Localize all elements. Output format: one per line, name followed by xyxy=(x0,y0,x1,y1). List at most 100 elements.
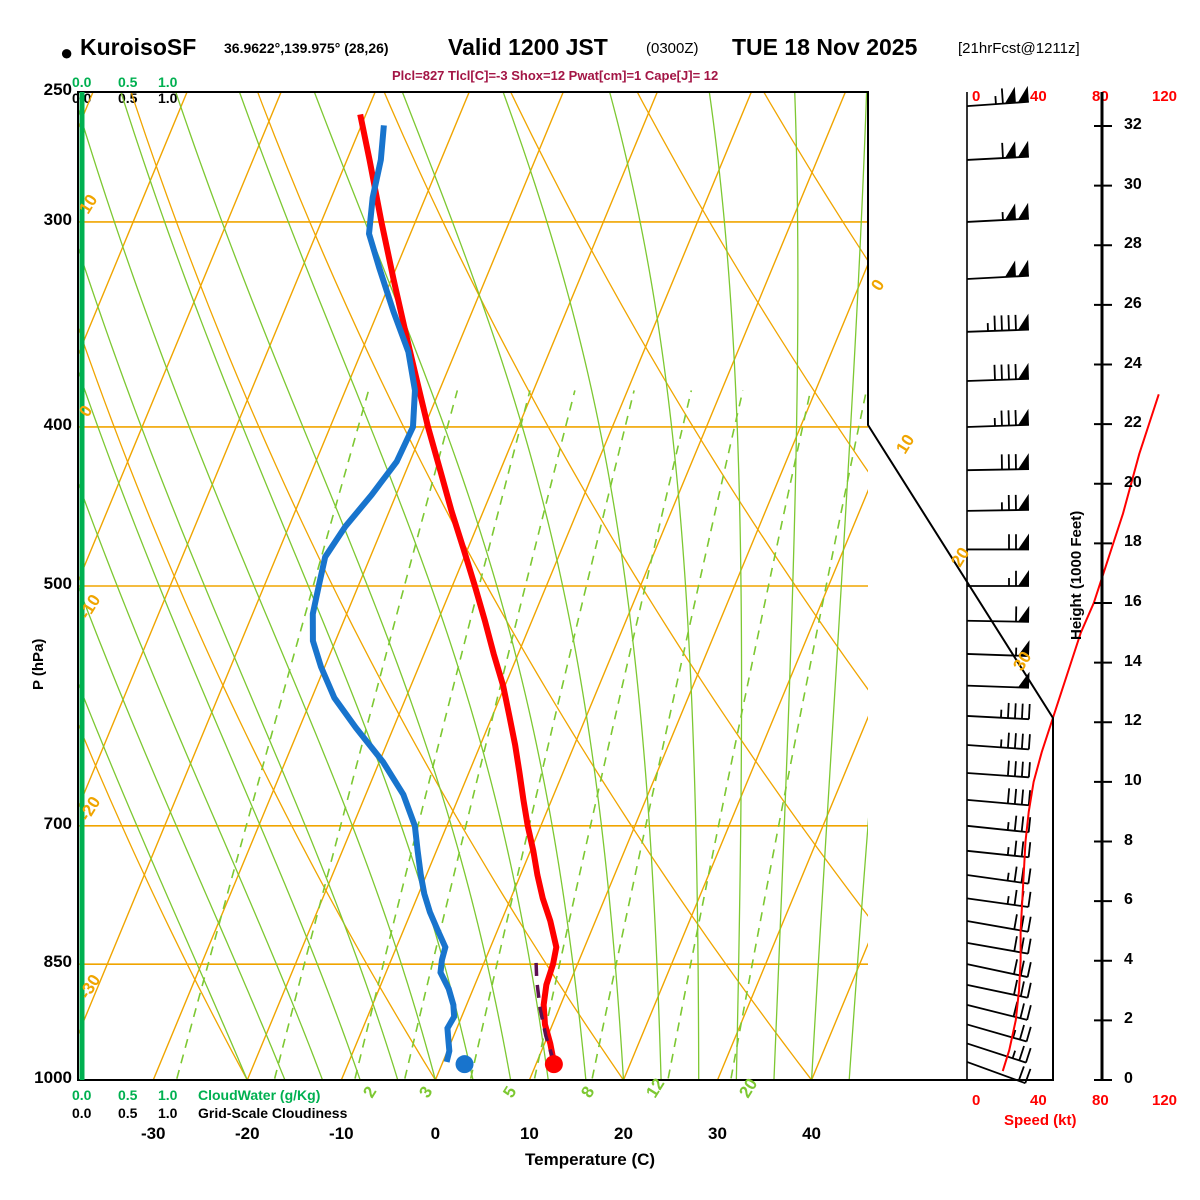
height-tick-24: 24 xyxy=(1124,354,1142,372)
cloudwater-tick-bot-2: 1.0 xyxy=(158,1087,178,1103)
wind-barb xyxy=(966,760,1031,779)
moist-adiabat-40 xyxy=(810,92,868,1080)
valid-date: TUE 18 Nov 2025 xyxy=(732,34,918,60)
cloudwater-tick-bot-0: 0.0 xyxy=(72,1087,92,1103)
cloudwater-tick-bot-1: 0.5 xyxy=(118,1087,138,1103)
wind-barb xyxy=(966,732,1031,751)
sounding-traces xyxy=(309,113,563,1074)
forecast-label: [21hrFcst@1211z] xyxy=(958,40,1080,57)
moist-adiabat-24 xyxy=(502,92,662,1080)
wind-barb xyxy=(966,259,1029,280)
wind-barb xyxy=(966,889,1032,908)
wind-barb xyxy=(966,1042,1032,1064)
isotherm-label-left-10: 10 xyxy=(75,191,101,217)
moist-adiabat--4 xyxy=(78,245,399,1080)
dry-adiabat-140 xyxy=(876,69,1200,1053)
wind-barb xyxy=(967,570,1029,587)
isotherm-10 xyxy=(528,262,868,1080)
wind-barb xyxy=(966,362,1029,382)
moist-adiabat--12 xyxy=(78,480,324,1080)
height-tick-28: 28 xyxy=(1124,235,1142,253)
temperature-tick--30: -30 xyxy=(140,1124,166,1143)
isotherm-label-right-30: 30 xyxy=(1009,648,1035,674)
height-tick-30: 30 xyxy=(1124,175,1142,193)
mixing-ratio-8 xyxy=(533,390,693,1080)
surface-temperature-marker xyxy=(544,1055,563,1074)
plot-border xyxy=(77,91,1054,1081)
height-tick-32: 32 xyxy=(1124,116,1142,133)
speed-tick-bot-3: 120 xyxy=(1152,1092,1178,1109)
temperature-tick--10: -10 xyxy=(329,1124,354,1143)
cloudiness-tick-1-top: 0.5 xyxy=(118,90,138,106)
dry-adiabat-100 xyxy=(636,92,868,473)
speed-tick-top-0: 0 xyxy=(972,88,981,105)
height-tick-26: 26 xyxy=(1124,294,1142,312)
cloudwater-tick-1: 0.5 xyxy=(118,74,138,90)
pressure-tick-850: 850 xyxy=(43,952,72,972)
valid-time: Valid 1200 JST xyxy=(448,34,608,60)
wind-barb xyxy=(966,1001,1032,1021)
mixing-ratio-12 xyxy=(591,390,744,1080)
pressure-tick-500: 500 xyxy=(43,574,72,593)
dry-adiabat-80 xyxy=(509,92,868,691)
valid-time-utc: (0300Z) xyxy=(646,40,699,57)
moist-adiabat--8 xyxy=(78,368,361,1080)
isotherm-label-right-0: 0 xyxy=(867,276,888,294)
temperature-tick-20: 20 xyxy=(614,1124,633,1143)
height-tick-8: 8 xyxy=(1124,831,1133,849)
temperature-tick-0: 0 xyxy=(430,1124,441,1143)
moist-adiabat--16 xyxy=(78,584,286,1080)
wind-barb xyxy=(966,788,1031,807)
moist-adiabat-16 xyxy=(313,92,587,1080)
wind-barb xyxy=(967,533,1029,551)
mixing-ratio-label-20: 20 xyxy=(735,1075,761,1101)
isotherm-label-right-10: 10 xyxy=(892,431,918,457)
height-tick-6: 6 xyxy=(1124,891,1133,909)
mixing-ratio-2 xyxy=(353,390,531,1080)
mixing-ratio-30 xyxy=(729,390,868,1080)
wind-barb xyxy=(966,815,1032,834)
moist-adiabat-4 xyxy=(120,92,474,1080)
wind-barb xyxy=(966,671,1030,689)
height-tick-0: 0 xyxy=(1124,1070,1133,1087)
station-marker-icon: ● xyxy=(60,40,74,65)
cloudwater-tick-0: 0.0 xyxy=(72,74,92,90)
height-tick-22: 22 xyxy=(1124,414,1142,432)
speed-tick-top-2: 80 xyxy=(1092,88,1109,105)
wind-barb xyxy=(966,979,1032,999)
wind-barb xyxy=(966,85,1029,108)
moist-adiabat-32 xyxy=(708,92,743,1080)
dry-adiabat-40 xyxy=(256,92,813,1080)
plot-frame xyxy=(77,91,1104,1081)
station-name: KuroisoSF xyxy=(80,34,197,60)
isotherm--50 xyxy=(78,92,376,810)
wind-speed-profile xyxy=(1001,394,1160,1072)
isotherm-label-right-20: 20 xyxy=(947,544,973,570)
temperature-axis-title: Temperature (C) xyxy=(525,1150,656,1169)
pressure-tick-700: 700 xyxy=(43,813,72,833)
station-coords: 36.9622°,139.975° (28,26) xyxy=(224,40,389,56)
height-tick-18: 18 xyxy=(1124,533,1142,551)
wind-barb xyxy=(966,408,1029,428)
isotherm--60 xyxy=(78,92,282,584)
cloudwater-axis-title: CloudWater (g/Kg) xyxy=(198,1087,321,1103)
height-tick-2: 2 xyxy=(1124,1010,1133,1028)
wind-barb xyxy=(966,840,1032,859)
cloudiness-tick-bot-2: 1.0 xyxy=(158,1105,178,1121)
moist-adiabat-28 xyxy=(608,92,700,1080)
isotherm-30 xyxy=(716,715,868,1080)
isotherm--10 xyxy=(340,92,752,1080)
isotherm-0 xyxy=(434,92,847,1080)
speed-tick-bot-1: 40 xyxy=(1030,1092,1047,1109)
mixing-ratio-3 xyxy=(403,390,576,1080)
temperature-tick-40: 40 xyxy=(802,1124,822,1143)
moist-adiabat-12 xyxy=(238,92,549,1080)
stability-indices: Plcl=827 Tlcl[C]=-3 Shox=12 Pwat[cm]=1 C… xyxy=(392,68,719,83)
height-tick-20: 20 xyxy=(1124,473,1142,491)
pressure-tick-1000: 1000 xyxy=(34,1068,72,1087)
moist-adiabat-48 xyxy=(887,63,986,1080)
cloudiness-tick-bot-1: 0.5 xyxy=(118,1105,138,1121)
skewt-gridlines xyxy=(78,63,1200,1080)
isotherm--70 xyxy=(78,92,188,357)
